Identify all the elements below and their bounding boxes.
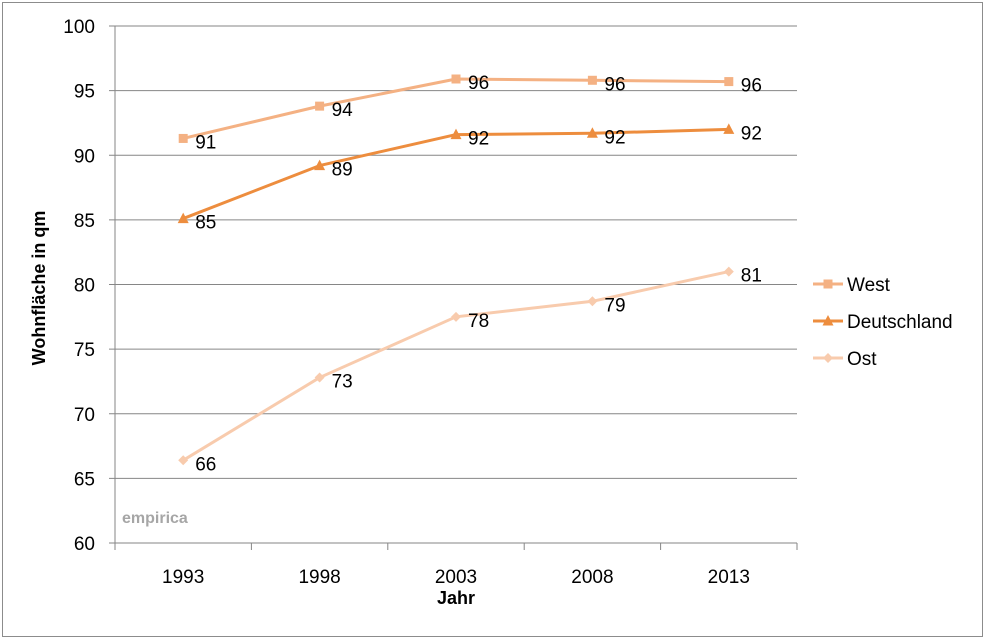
gridlines xyxy=(115,25,797,479)
y-tick-label: 70 xyxy=(74,405,95,426)
data-label-west: 91 xyxy=(195,132,216,153)
legend: West Deutschland Ost xyxy=(813,275,953,370)
data-label-ost: 79 xyxy=(604,295,625,316)
data-point-west xyxy=(315,101,325,111)
data-point-deutschland xyxy=(177,212,189,224)
data-label-west: 96 xyxy=(604,74,625,95)
data-labels: 91 94 96 96 96 85 89 92 92 92 66 73 78 79 81 xyxy=(195,73,762,475)
legend-label-deutschland: Deutschland xyxy=(847,312,953,333)
data-point-west xyxy=(178,133,188,143)
data-label-deutschland: 92 xyxy=(604,127,625,148)
x-tick-label: 2008 xyxy=(571,567,613,588)
data-label-ost: 73 xyxy=(332,372,353,393)
legend-marker-ost xyxy=(823,353,833,363)
series-lines xyxy=(177,74,735,466)
y-tick-label: 95 xyxy=(74,82,95,103)
data-label-ost: 81 xyxy=(741,266,762,287)
y-tick-label: 65 xyxy=(74,469,95,490)
y-tick-label: 80 xyxy=(74,276,95,297)
data-point-ost xyxy=(451,311,461,322)
watermark-text: empirica xyxy=(122,510,188,527)
data-label-deutschland: 85 xyxy=(195,213,216,234)
data-point-deutschland xyxy=(314,159,326,171)
x-tick-label: 2003 xyxy=(435,567,477,588)
y-tick-label: 75 xyxy=(74,340,95,361)
data-point-ost xyxy=(314,372,325,383)
y-tick-label: 60 xyxy=(74,534,95,555)
y-tick-label: 90 xyxy=(74,146,95,167)
legend-label-ost: Ost xyxy=(847,349,877,370)
data-label-west: 96 xyxy=(741,76,762,97)
data-point-deutschland xyxy=(586,127,598,138)
x-tick-label: 2013 xyxy=(708,567,750,588)
data-label-ost: 66 xyxy=(195,454,216,475)
y-axis-title: Wohnfläche in qm xyxy=(29,211,49,366)
data-label-deutschland: 92 xyxy=(741,123,762,144)
legend-label-west: West xyxy=(847,275,891,296)
legend-marker-deutschland xyxy=(822,315,834,326)
data-point-west xyxy=(451,74,461,84)
data-label-ost: 78 xyxy=(468,311,489,332)
x-tick-label: 1993 xyxy=(162,567,204,588)
series-line-deutschland xyxy=(182,127,729,220)
data-label-west: 94 xyxy=(332,100,354,121)
data-point-ost xyxy=(587,296,598,307)
data-point-deutschland xyxy=(723,123,735,134)
legend-marker-west xyxy=(823,279,833,289)
y-tick-label: 85 xyxy=(74,211,95,232)
series-line-ost xyxy=(182,270,730,462)
data-point-ost xyxy=(723,266,734,277)
y-tick-label: 100 xyxy=(63,17,95,38)
data-label-deutschland: 89 xyxy=(332,160,353,181)
data-label-west: 96 xyxy=(468,73,489,94)
data-point-west xyxy=(724,77,734,87)
data-point-ost xyxy=(178,455,189,466)
data-point-deutschland xyxy=(450,128,462,140)
axes: 60 65 70 75 80 85 90 95 100 1993 1998 2003 2008 2013 xyxy=(63,17,798,588)
data-label-deutschland: 92 xyxy=(468,129,489,150)
data-point-west xyxy=(587,75,597,85)
x-tick-label: 1998 xyxy=(298,567,340,588)
x-axis-title: Jahr xyxy=(437,588,475,608)
